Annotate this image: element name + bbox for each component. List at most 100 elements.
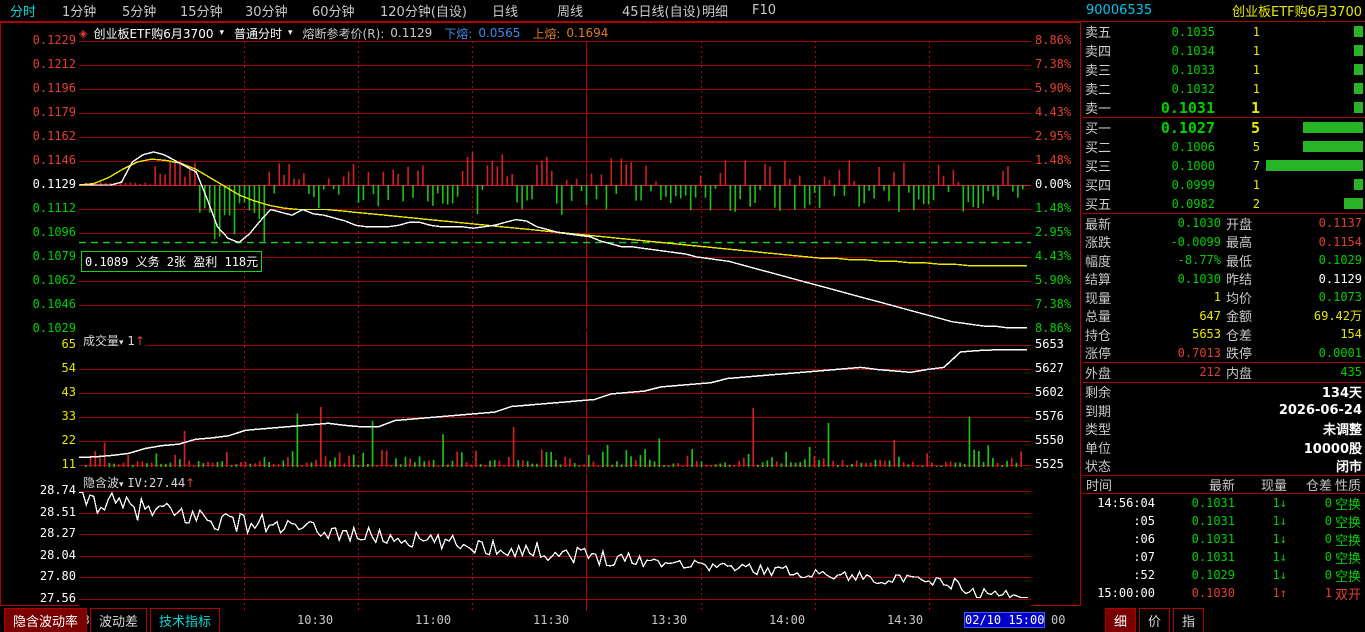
session-divider — [929, 473, 930, 611]
quote-value-left: 0.1030 — [1177, 216, 1221, 231]
sell-level-row[interactable]: 卖四 0.1034 1 — [1083, 41, 1365, 60]
tick-col-price: 最新 — [1208, 479, 1235, 494]
sell-level-price: 0.1033 — [1171, 62, 1215, 77]
volume-panel-dropdown-icon[interactable]: ▾ — [119, 338, 124, 348]
quote-label-left: 总量 — [1085, 310, 1112, 326]
quote-value-right: 0.1029 — [1318, 253, 1362, 268]
price-tick-10: 0.1062 — [32, 273, 76, 287]
contract-info-row: 状态 闭市 — [1083, 457, 1365, 475]
contract-info-key: 单位 — [1085, 441, 1112, 457]
tick-row[interactable]: :52 0.1029 1↓ 0 空换 — [1083, 566, 1365, 585]
timeframe-tab-8[interactable]: 周线 — [557, 5, 584, 20]
tick-row[interactable]: :07 0.1031 1↓ 0 空换 — [1083, 548, 1365, 567]
session-divider — [815, 473, 816, 611]
timeframe-tab-10[interactable]: 明细 — [702, 5, 729, 20]
instrument-name[interactable]: 创业板ETF购6月3700 — [93, 26, 214, 41]
volume-gridline — [79, 417, 1031, 418]
detail-tab-1[interactable]: 价 — [1139, 608, 1171, 632]
buy-level-row[interactable]: 买三 0.1000 7 — [1083, 156, 1365, 175]
buy-level-row[interactable]: 买一 0.1027 5 — [1083, 118, 1365, 137]
timeframe-tab-4[interactable]: 30分钟 — [245, 5, 288, 20]
price-gridline — [79, 257, 1031, 258]
tick-qty: 1↓ — [1272, 496, 1287, 510]
session-divider — [358, 331, 359, 471]
timeframe-tab-1[interactable]: 1分钟 — [62, 5, 97, 20]
tick-time: :05 — [1133, 514, 1155, 528]
timeframe-tab-7[interactable]: 日线 — [492, 5, 519, 20]
tick-col-kind: 性质 — [1334, 479, 1361, 494]
tick-row[interactable]: 14:56:04 0.1031 1↓ 0 空换 — [1083, 494, 1365, 513]
time-tick-5: 13:30 — [651, 613, 688, 627]
timeframe-tab-9[interactable]: 45日线(自设) — [622, 5, 701, 20]
tick-time: :52 — [1133, 568, 1155, 582]
quote-label-right: 昨结 — [1226, 273, 1253, 289]
detail-tab-2[interactable]: 指 — [1173, 608, 1205, 632]
iv-up-arrow-icon: ↑ — [185, 476, 196, 490]
buy-order-book[interactable]: 买一 0.1027 5 买二 0.1006 5 买三 0.1000 7 买四 0.0999 1 买五 0.… — [1083, 118, 1365, 214]
iv-plot[interactable] — [79, 473, 1031, 611]
volume-panel-tag[interactable]: 成交量▾ 1↑ — [81, 332, 148, 349]
open-interest-tick-3: 5576 — [1035, 409, 1064, 423]
tick-row[interactable]: :05 0.1031 1↓ 0 空换 — [1083, 512, 1365, 531]
quote-row: 最新 0.1030 开盘 0.1137 — [1083, 214, 1365, 233]
price-plot[interactable] — [79, 41, 1031, 329]
quote-value-right: 0.1073 — [1318, 290, 1362, 305]
time-tick-4: 11:30 — [533, 613, 570, 627]
percent-tick-8: 2.95% — [1035, 225, 1072, 239]
open-interest-tick-0: 5653 — [1035, 337, 1064, 351]
tick-table-body[interactable]: 14:56:04 0.1031 1↓ 0 空换:05 0.1031 1↓ 0 空换:06 0.10… — [1083, 494, 1365, 603]
iv-panel-dropdown-icon[interactable]: ▾ — [119, 480, 124, 490]
indicator-tab-1[interactable]: 波动差 — [90, 608, 148, 632]
tick-kind: 空换 — [1334, 515, 1361, 531]
session-divider — [586, 473, 587, 611]
iv-panel-tag[interactable]: 隐含波▾ IV:27.44↑ — [81, 474, 198, 491]
price-tick-5: 0.1146 — [32, 153, 76, 167]
detail-tab-0[interactable]: 细 — [1105, 608, 1137, 632]
iv-tick-4: 27.80 — [39, 569, 76, 584]
buy-level-row[interactable]: 买四 0.0999 1 — [1083, 175, 1365, 194]
timeframe-toolbar[interactable]: 分时 1分钟 5分钟 15分钟 30分钟 60分钟 120分钟(自设) 日线 周线 45日线(自设… — [0, 0, 1365, 22]
sell-level-row[interactable]: 卖三 0.1033 1 — [1083, 60, 1365, 79]
volume-plot[interactable] — [79, 331, 1031, 471]
chart-mode-dropdown-icon[interactable]: ▾ — [288, 28, 293, 38]
timeframe-tab-0[interactable]: 分时 — [10, 5, 37, 20]
volume-tick-5: 11 — [61, 457, 76, 471]
timeframe-tab-5[interactable]: 60分钟 — [312, 5, 355, 20]
indicator-tab-0[interactable]: 隐含波动率 — [4, 608, 88, 632]
indicator-tab-2[interactable]: 技术指标 — [150, 608, 221, 632]
tick-time: 15:00:00 — [1097, 586, 1155, 600]
sell-order-book[interactable]: 卖五 0.1035 1 卖四 0.1034 1 卖三 0.1033 1 卖二 0.1032 1 卖一 0.… — [1083, 22, 1365, 118]
timeframe-tab-2[interactable]: 5分钟 — [122, 5, 157, 20]
buy-level-row[interactable]: 买五 0.0982 2 — [1083, 194, 1365, 213]
quote-label-right: 仓差 — [1226, 328, 1253, 344]
sell-level-row[interactable]: 卖一 0.1031 1 — [1083, 98, 1365, 117]
tick-table-header: 时间 最新 现量 仓差 性质 — [1083, 475, 1365, 494]
tick-qty: 1↓ — [1272, 550, 1287, 564]
chart-area[interactable]: ◈ 创业板ETF购6月3700 ▾ 普通分时 ▾ 熔断参考价(R): 0.112… — [0, 22, 1081, 628]
tick-col-qty: 现量 — [1260, 479, 1287, 494]
chart-mode-label[interactable]: 普通分时 — [234, 26, 283, 41]
quote-row: 总量 647 金额 69.42万 — [1083, 307, 1365, 326]
indicator-tab-bar[interactable]: 隐含波动率 波动差 技术指标 — [0, 608, 1081, 632]
detail-tab-bar[interactable]: 细价指 — [1083, 608, 1365, 632]
timeframe-tab-11[interactable]: F10 — [752, 3, 777, 18]
percent-tick-4: 2.95% — [1035, 129, 1072, 143]
quote-label-right: 金额 — [1226, 310, 1253, 326]
tick-row[interactable]: :06 0.1031 1↓ 0 空换 — [1083, 530, 1365, 549]
price-tick-12: 0.1029 — [32, 321, 76, 335]
timeframe-tab-3[interactable]: 15分钟 — [180, 5, 223, 20]
buy-level-row[interactable]: 买二 0.1006 5 — [1083, 137, 1365, 156]
tick-row[interactable]: 15:00:00 0.1030 1↑ 1 双开 — [1083, 584, 1365, 603]
sell-level-row[interactable]: 卖二 0.1032 1 — [1083, 79, 1365, 98]
buy-level-qty-bar — [1266, 141, 1363, 152]
contract-info-value: 2026-06-24 — [1278, 402, 1362, 418]
sell-level-qty: 1 — [1252, 24, 1260, 39]
session-divider — [815, 41, 816, 329]
sell-level-label: 卖一 — [1085, 102, 1112, 117]
tick-kind: 空换 — [1334, 533, 1361, 549]
sell-level-row[interactable]: 卖五 0.1035 1 — [1083, 22, 1365, 41]
time-tick-7: 14:30 — [887, 613, 924, 627]
chart-header: ◈ 创业板ETF购6月3700 ▾ 普通分时 ▾ 熔断参考价(R): 0.112… — [79, 25, 608, 41]
timeframe-tab-6[interactable]: 120分钟(自设) — [380, 5, 467, 20]
instrument-dropdown-icon[interactable]: ▾ — [219, 28, 224, 38]
